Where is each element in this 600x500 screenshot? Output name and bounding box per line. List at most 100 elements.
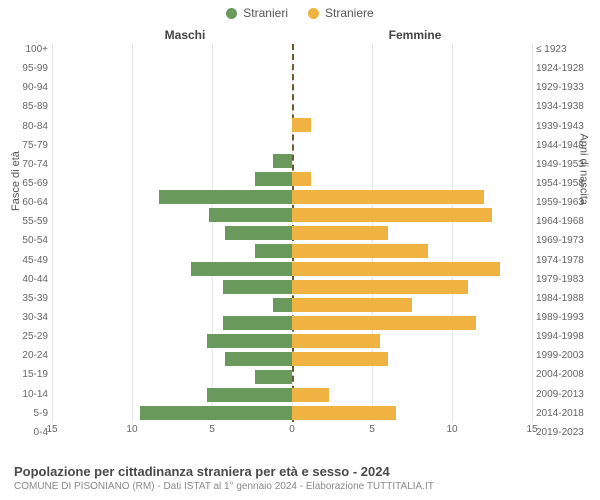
bar-female [292, 226, 388, 240]
pyramid-row [52, 62, 532, 80]
chart-area: Fasce di età Anni di nascita 100+95-9990… [12, 44, 588, 438]
yaxis-birth-label: 2004-2008 [536, 369, 588, 380]
yaxis-birth-label: 1999-2003 [536, 350, 588, 361]
yaxis-birth-label: 1939-1943 [536, 121, 588, 132]
yaxis-age-label: 95-99 [12, 63, 48, 74]
yaxis-birth-label: 1924-1928 [536, 63, 588, 74]
half-female [292, 208, 532, 222]
yaxis-birth-label: 1984-1988 [536, 293, 588, 304]
half-male [52, 370, 292, 384]
xaxis-tick: 5 [369, 424, 375, 435]
yaxis-birth-label: 1979-1983 [536, 274, 588, 285]
half-male [52, 244, 292, 258]
pyramid-row [52, 44, 532, 62]
legend-swatch-male [226, 8, 237, 19]
bar-male [207, 334, 292, 348]
yaxis-birth-label: 1989-1993 [536, 312, 588, 323]
yaxis-birth-label: 2009-2013 [536, 389, 588, 400]
bar-female [292, 118, 311, 132]
yaxis-age-label: 50-54 [12, 235, 48, 246]
half-female [292, 64, 532, 78]
half-female [292, 82, 532, 96]
bar-female [292, 172, 311, 186]
bar-female [292, 388, 329, 402]
yaxis-birth-label: 1929-1933 [536, 82, 588, 93]
half-female [292, 370, 532, 384]
pyramid-row [52, 260, 532, 278]
footer: Popolazione per cittadinanza straniera p… [14, 464, 586, 492]
bar-male [223, 280, 292, 294]
pyramid-row [52, 224, 532, 242]
yaxis-birth-label: 1934-1938 [536, 101, 588, 112]
half-female [292, 406, 532, 420]
bar-male [223, 316, 292, 330]
half-female [292, 226, 532, 240]
pyramid-row [52, 404, 532, 422]
yaxis-title-right: Anni di nascita [578, 133, 590, 205]
half-male [52, 82, 292, 96]
half-female [292, 100, 532, 114]
half-female [292, 334, 532, 348]
half-female [292, 190, 532, 204]
yaxis-birth-label: 1974-1978 [536, 255, 588, 266]
half-male [52, 280, 292, 294]
pyramid-row [52, 170, 532, 188]
pyramid-row [52, 386, 532, 404]
footer-title: Popolazione per cittadinanza straniera p… [14, 464, 586, 479]
yaxis-birth-label: 1994-1998 [536, 331, 588, 342]
yaxis-birth-label: 1969-1973 [536, 235, 588, 246]
xaxis: 15105051015 [52, 424, 532, 440]
xaxis-tick: 15 [526, 424, 537, 435]
pyramid-row [52, 278, 532, 296]
bar-female [292, 298, 412, 312]
yaxis-age-label: 75-79 [12, 140, 48, 151]
yaxis-age-label: 55-59 [12, 216, 48, 227]
bar-male [273, 298, 292, 312]
legend-label-male: Stranieri [243, 6, 288, 20]
half-female [292, 154, 532, 168]
yaxis-age-label: 10-14 [12, 389, 48, 400]
legend-swatch-female [308, 8, 319, 19]
grid-line [532, 44, 533, 422]
half-female [292, 46, 532, 60]
yaxis-age-label: 85-89 [12, 101, 48, 112]
bar-male [159, 190, 292, 204]
subtitle-male: Maschi [70, 28, 300, 42]
yaxis-age-label: 5-9 [12, 408, 48, 419]
footer-subtitle: COMUNE DI PISONIANO (RM) - Dati ISTAT al… [14, 481, 586, 492]
yaxis-age-label: 40-44 [12, 274, 48, 285]
bar-male [255, 370, 292, 384]
bar-male [225, 226, 292, 240]
legend-item-male: Stranieri [226, 6, 288, 20]
half-male [52, 118, 292, 132]
bar-female [292, 190, 484, 204]
bar-female [292, 352, 388, 366]
half-female [292, 298, 532, 312]
bar-male [255, 172, 292, 186]
bar-male [207, 388, 292, 402]
pyramid-row [52, 296, 532, 314]
pyramid-row [52, 206, 532, 224]
pyramid-row [52, 242, 532, 260]
yaxis-birth-label: 2019-2023 [536, 427, 588, 438]
legend-label-female: Straniere [325, 6, 374, 20]
legend-item-female: Straniere [308, 6, 374, 20]
yaxis-birth-label: 2014-2018 [536, 408, 588, 419]
half-female [292, 172, 532, 186]
yaxis-age-label: 90-94 [12, 82, 48, 93]
yaxis-birth-label: ≤ 1923 [536, 44, 588, 55]
half-male [52, 352, 292, 366]
yaxis-birth-label: 1964-1968 [536, 216, 588, 227]
bar-male [225, 352, 292, 366]
bar-male [273, 154, 292, 168]
half-female [292, 262, 532, 276]
xaxis-tick: 5 [209, 424, 215, 435]
half-male [52, 172, 292, 186]
bar-male [209, 208, 292, 222]
yaxis-age-label: 0-4 [12, 427, 48, 438]
half-male [52, 100, 292, 114]
half-female [292, 388, 532, 402]
yaxis-age-label: 20-24 [12, 350, 48, 361]
subtitle-row: Maschi Femmine [70, 28, 530, 42]
half-female [292, 118, 532, 132]
